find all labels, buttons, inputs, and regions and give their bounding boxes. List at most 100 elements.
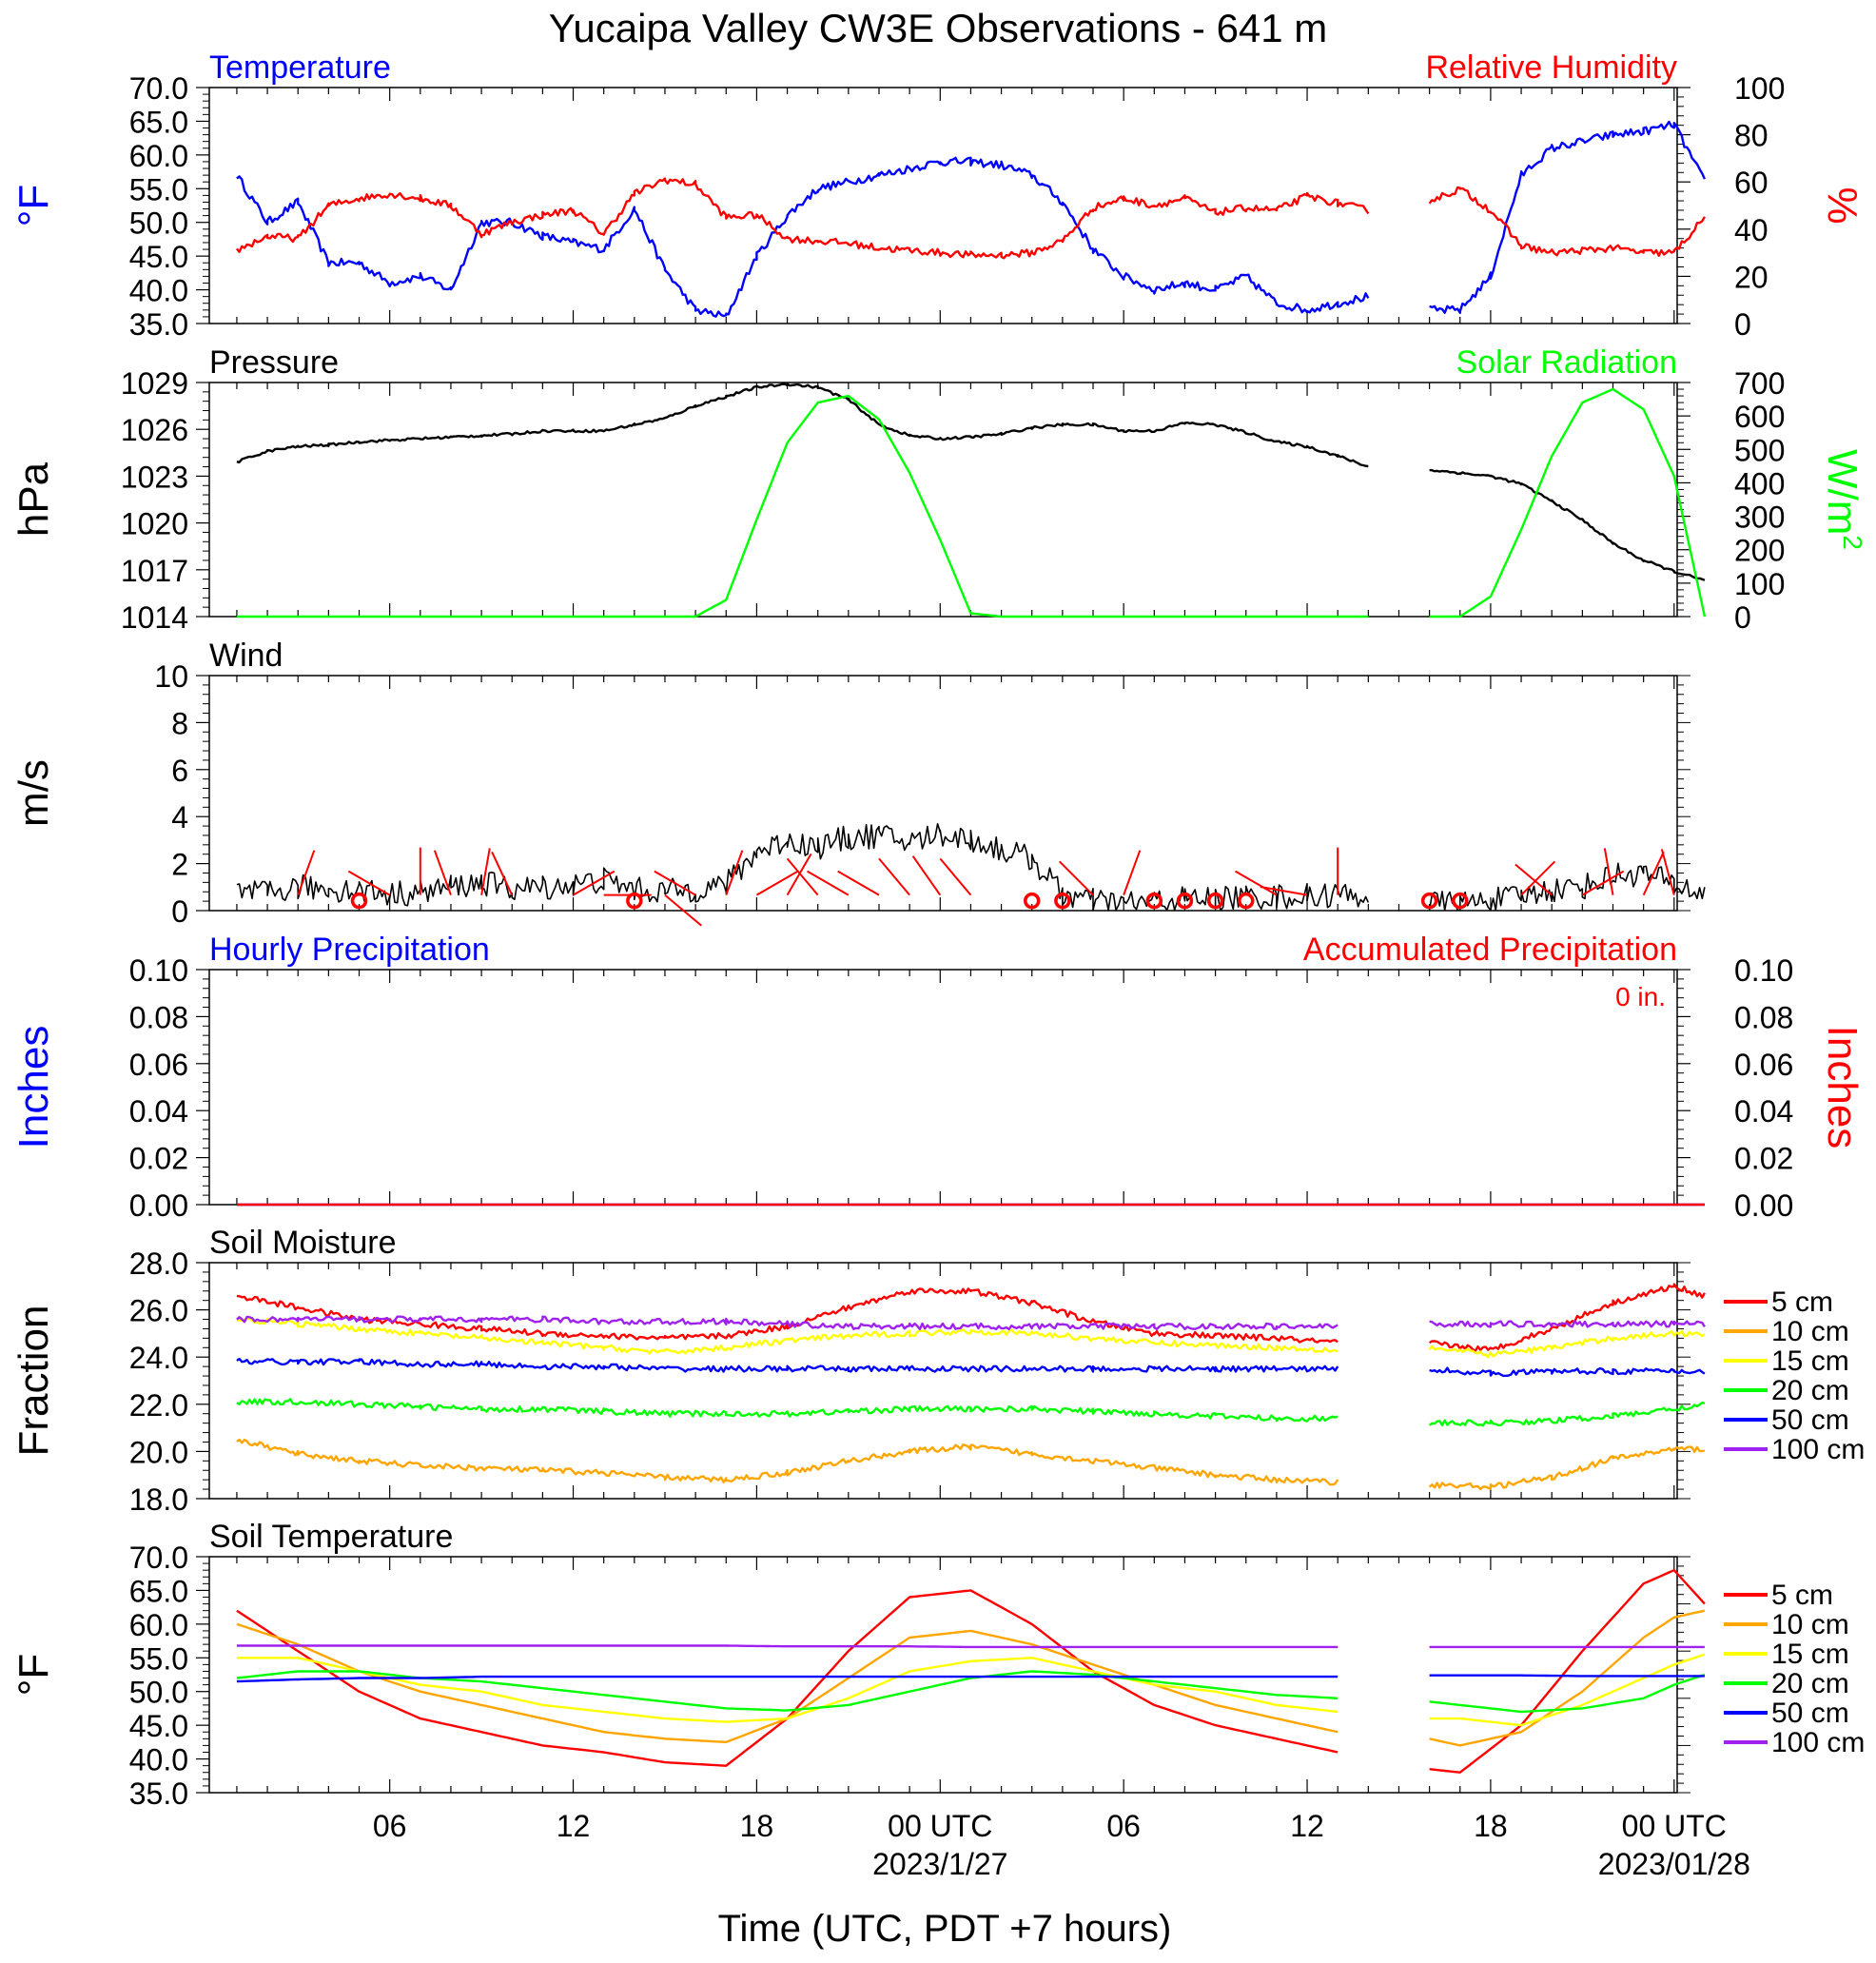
panel-soil-moisture: 28.0 26.0 24.0 22.0 20.0 18.0 Soil Moisture Fra… bbox=[10, 1225, 1865, 1517]
wind-barb bbox=[1123, 850, 1142, 895]
y-tick-label-left: 50.0 bbox=[129, 206, 188, 241]
legend-label: 15 cm bbox=[1771, 1345, 1849, 1377]
x-date-label: 2023/1/27 bbox=[872, 1847, 1007, 1881]
series-line-5-cm bbox=[1428, 1283, 1706, 1352]
y-tick-label-right: 40 bbox=[1734, 213, 1769, 247]
legend-label: 5 cm bbox=[1771, 1286, 1833, 1318]
x-tick-label: 12 bbox=[1290, 1809, 1324, 1843]
y-tick-label-left: 28.0 bbox=[129, 1247, 188, 1281]
y-tick-label-right: 0.06 bbox=[1734, 1048, 1793, 1082]
y-tick-label-left: 70.0 bbox=[129, 71, 188, 106]
series-line-20-cm bbox=[1428, 1401, 1706, 1427]
series-line-5-cm bbox=[236, 1287, 1339, 1344]
series-line-20-cm bbox=[1429, 1673, 1706, 1714]
y-tick-label-left: 60.0 bbox=[129, 139, 188, 173]
y-axis-label-left: Inches bbox=[10, 1026, 57, 1149]
y-tick-label-right: 600 bbox=[1734, 400, 1785, 434]
legend-label: 10 cm bbox=[1771, 1609, 1849, 1640]
series-line-50-cm bbox=[1429, 1366, 1706, 1378]
y-axis-label-right: % bbox=[1819, 186, 1866, 224]
y-tick-label-right: 0 bbox=[1734, 307, 1751, 342]
panel-frame bbox=[208, 969, 1678, 1206]
legend-label: 10 cm bbox=[1771, 1316, 1849, 1347]
x-tick-label: 06 bbox=[1106, 1809, 1141, 1843]
wind-barb bbox=[664, 893, 702, 927]
panel-title-right: Relative Humidity bbox=[1425, 49, 1677, 86]
y-tick-label-left: 70.0 bbox=[129, 1541, 188, 1575]
y-axis-label-left: hPa bbox=[10, 461, 57, 537]
wind-barb bbox=[755, 870, 799, 896]
wind-barb bbox=[433, 850, 452, 895]
panel-soil-temperature: 70.065.060.055.050.045.040.035.0 Soil Tem… bbox=[10, 1519, 1865, 1881]
series-line-100-cm bbox=[236, 1315, 1339, 1331]
y-tick-label-right: 80 bbox=[1734, 119, 1769, 153]
y-tick-label-left: 1029 bbox=[121, 366, 188, 401]
panel-frame bbox=[208, 382, 1678, 618]
wind-barb bbox=[939, 857, 972, 896]
legend-label: 15 cm bbox=[1771, 1639, 1849, 1670]
y-tick-label-right: 0.04 bbox=[1734, 1094, 1793, 1129]
series-line-temperature bbox=[1429, 120, 1706, 314]
wind-barb bbox=[807, 870, 850, 896]
accumulation-annotation: 0 in. bbox=[1615, 982, 1666, 1011]
wind-barb bbox=[491, 851, 514, 896]
series-line-solar-radiation bbox=[1429, 387, 1707, 618]
wind-calm-marker bbox=[1145, 892, 1163, 910]
y-tick-label-left: 18.0 bbox=[129, 1482, 188, 1517]
y-tick-label-left: 1014 bbox=[121, 600, 188, 635]
panel-temperature-rh: 70.065.060.055.050.045.040.035.0 100 80 60 4… bbox=[10, 49, 1866, 342]
series-line-5-cm bbox=[1429, 1568, 1706, 1774]
wind-barb bbox=[347, 870, 391, 896]
wind-calm-marker bbox=[1420, 892, 1438, 910]
panel-title-left: Pressure bbox=[209, 344, 339, 381]
x-tick-label: 00 UTC bbox=[1622, 1809, 1727, 1843]
wind-barb bbox=[878, 857, 910, 896]
panel-title-left: Soil Moisture bbox=[209, 1225, 397, 1261]
series-line-relative-humidity bbox=[1428, 186, 1706, 257]
x-tick-label: 06 bbox=[373, 1809, 407, 1843]
y-tick-label-right: 300 bbox=[1734, 501, 1785, 535]
series-line-50-cm bbox=[1429, 1674, 1705, 1678]
x-tick-label: 00 UTC bbox=[888, 1809, 992, 1843]
y-tick-label-left: 22.0 bbox=[129, 1388, 188, 1423]
y-tick-label-left: 10 bbox=[154, 659, 188, 694]
y-axis-label-right: W/m2 bbox=[1819, 449, 1867, 550]
panels-group: 70.065.060.055.050.045.040.035.010080604… bbox=[10, 49, 1867, 1881]
series-line-100-cm bbox=[1429, 1320, 1706, 1328]
y-tick-label-left: 1023 bbox=[121, 460, 188, 494]
y-axis-label-superscript: 2 bbox=[1838, 535, 1867, 550]
panel-precipitation: 0.10 0.08 0.06 0.04 0.02 0.00 0.10 0.08 0.06 0.04… bbox=[10, 932, 1866, 1223]
wind-barb bbox=[725, 850, 744, 895]
series-line-100-cm bbox=[236, 1644, 1339, 1649]
wind-barb bbox=[480, 848, 491, 895]
y-tick-label-right: 100 bbox=[1734, 71, 1785, 106]
y-axis-label-left: Fraction bbox=[10, 1305, 57, 1457]
y-tick-label-left: 1020 bbox=[121, 507, 188, 541]
wind-barb bbox=[1058, 860, 1094, 896]
y-tick-label-right: 400 bbox=[1734, 466, 1785, 501]
y-tick-label-right: 0.10 bbox=[1734, 953, 1793, 988]
y-tick-label-left: 65.0 bbox=[129, 1574, 188, 1608]
wind-barb bbox=[837, 870, 880, 896]
panel-frame bbox=[208, 1556, 1678, 1794]
wind-barb bbox=[1514, 863, 1553, 896]
y-axis-label-right: Inches bbox=[1819, 1026, 1866, 1149]
y-tick-label-left: 0.02 bbox=[129, 1142, 188, 1176]
y-tick-label-right: 200 bbox=[1734, 534, 1785, 568]
y-tick-label-right: 700 bbox=[1734, 366, 1785, 401]
y-tick-label-left: 1017 bbox=[121, 554, 188, 588]
panel-title-left: Hourly Precipitation bbox=[209, 932, 490, 968]
y-tick-label-left: 24.0 bbox=[129, 1341, 188, 1375]
legend-label: 5 cm bbox=[1771, 1580, 1833, 1611]
panel-title-left: Wind bbox=[209, 638, 283, 674]
x-tick-label: 12 bbox=[557, 1809, 591, 1843]
series-line-pressure bbox=[1429, 468, 1706, 581]
figure-title: Yucaipa Valley CW3E Observations - 641 m bbox=[549, 6, 1328, 50]
wind-barb bbox=[1642, 851, 1665, 896]
wind-barb bbox=[911, 855, 942, 896]
series-line-solar-radiation bbox=[236, 394, 1369, 618]
x-tick-label: 18 bbox=[740, 1809, 774, 1843]
y-axis-label-left: °F bbox=[10, 1654, 57, 1696]
